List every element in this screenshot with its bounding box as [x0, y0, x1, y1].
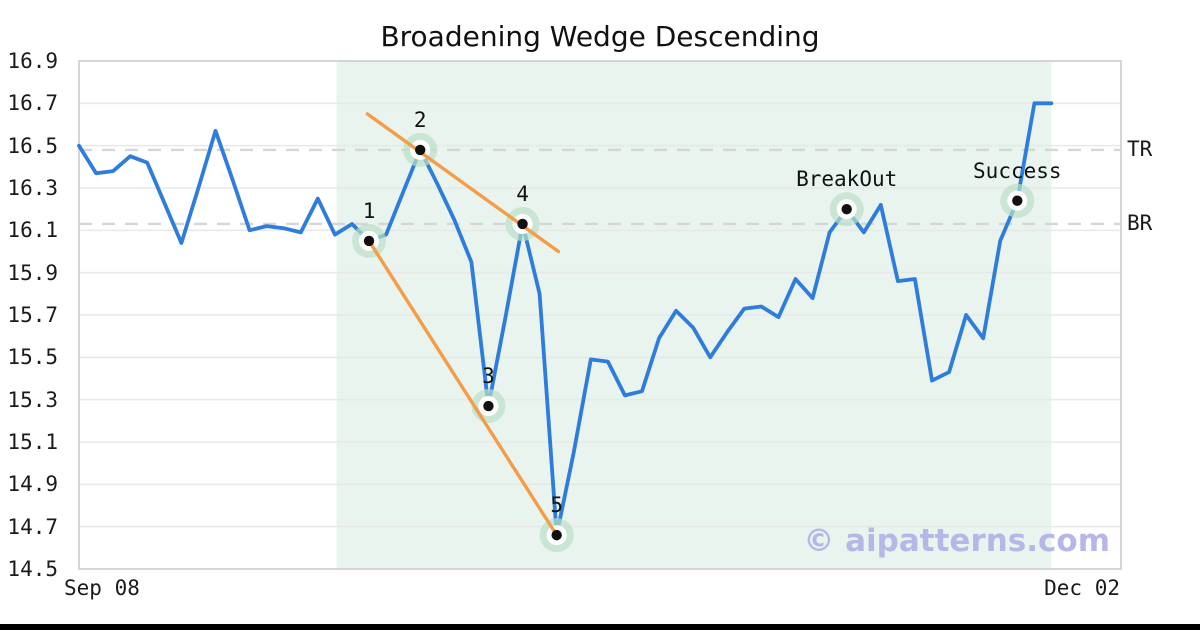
level-label-tr: TR — [1127, 136, 1153, 161]
y-tick-label: 15.7 — [7, 303, 58, 327]
chart-title: Broadening Wedge Descending — [380, 20, 820, 53]
watermark: © aipatterns.com — [803, 523, 1110, 559]
y-tick-label: 16.9 — [7, 49, 58, 73]
y-tick-label: 14.7 — [7, 514, 58, 539]
level-label-br: BR — [1127, 210, 1153, 235]
marker-dot — [1012, 195, 1023, 206]
y-tick-label: 15.1 — [7, 430, 58, 454]
marker-label-success: Success — [973, 158, 1062, 183]
upper-trendline — [365, 112, 561, 254]
marker-dot — [551, 529, 562, 541]
marker-dot — [415, 144, 426, 156]
price-line — [77, 101, 1054, 537]
y-tick-label: 16.7 — [7, 91, 58, 116]
marker-label-2: 2 — [413, 107, 427, 132]
marker-label-breakout: BreakOut — [796, 167, 898, 192]
marker-dot — [363, 235, 375, 247]
y-tick-label: 16.5 — [7, 133, 58, 158]
y-tick-label: 14.5 — [7, 557, 58, 581]
marker-dot — [517, 218, 528, 230]
marker-dot — [841, 203, 852, 215]
x-axis-label-start: Sep 08 — [64, 576, 140, 600]
marker-label-5: 5 — [550, 493, 563, 518]
y-tick-label: 15.9 — [7, 260, 58, 285]
plot-border — [78, 60, 1122, 570]
marker-label-4: 4 — [516, 181, 529, 206]
bottom-bar — [0, 624, 1200, 630]
y-tick-label: 15.3 — [7, 387, 58, 412]
lower-trendline — [367, 239, 559, 537]
x-axis-label-end: Dec 02 — [1044, 576, 1120, 600]
y-tick-label: 15.5 — [7, 345, 58, 370]
y-tick-label: 16.3 — [7, 176, 58, 200]
y-tick-label: 14.9 — [7, 472, 58, 497]
marker-label-1: 1 — [362, 198, 376, 223]
marker-label-3: 3 — [482, 364, 495, 389]
y-tick-label: 16.1 — [7, 218, 58, 243]
marker-dot — [483, 400, 494, 412]
